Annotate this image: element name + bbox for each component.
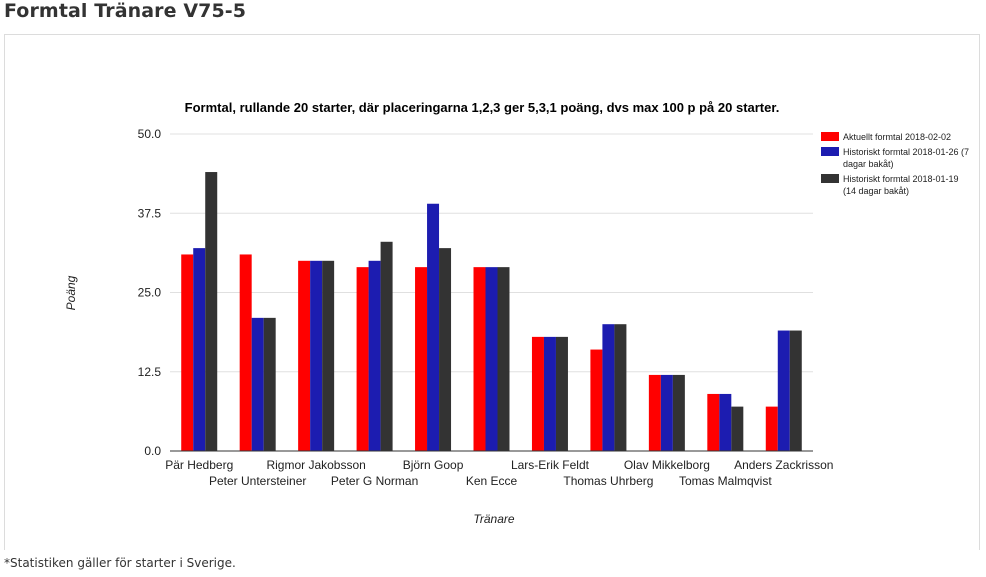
bar	[193, 248, 206, 451]
bar	[777, 330, 790, 451]
legend-label: Historiskt formtal 2018-01-19	[843, 174, 959, 184]
bar	[368, 260, 381, 451]
x-tick-label: Tomas Malmqvist	[679, 474, 772, 488]
y-tick-label: 12.5	[138, 365, 162, 379]
bar	[648, 374, 661, 451]
legend: Aktuellt formtal 2018-02-02 Historiskt fo…	[821, 132, 969, 196]
legend-label: (14 dagar bakåt)	[843, 186, 909, 196]
y-tick-label: 0.0	[144, 444, 161, 458]
x-tick-label: Anders Zackrisson	[734, 458, 833, 472]
bar	[555, 336, 568, 451]
legend-label: dagar bakåt)	[843, 159, 894, 169]
bar	[439, 248, 452, 451]
bar	[543, 336, 556, 451]
footnote: *Statistiken gäller för starter i Sverig…	[4, 556, 236, 570]
bar	[181, 254, 194, 451]
bar	[263, 317, 276, 451]
bar	[765, 406, 778, 451]
bar	[251, 317, 264, 451]
bar	[531, 336, 544, 451]
bar	[310, 260, 323, 451]
x-tick-label: Björn Goop	[403, 458, 464, 472]
bar	[719, 393, 732, 451]
bar	[298, 260, 311, 451]
x-tick-label: Pär Hedberg	[165, 458, 233, 472]
bar	[614, 324, 627, 451]
bar	[789, 330, 802, 451]
x-tick-label: Thomas Uhrberg	[563, 474, 653, 488]
bar	[707, 393, 720, 451]
x-tick-label: Peter Untersteiner	[209, 474, 306, 488]
bar	[660, 374, 673, 451]
legend-swatch	[821, 147, 839, 156]
legend-swatch	[821, 132, 839, 141]
bar	[485, 267, 498, 451]
page-title: Formtal Tränare V75-5	[4, 0, 247, 22]
bar	[731, 406, 744, 451]
chart-card: Formtal, rullande 20 starter, där placer…	[4, 34, 980, 550]
bar	[356, 267, 369, 451]
y-axis-label: Poäng	[64, 275, 78, 310]
bar	[672, 374, 685, 451]
bars	[181, 172, 802, 452]
bar	[602, 324, 615, 451]
axes: 0.0 12.5 25.0 37.5 50.0 Pär Hedberg Peter Unte…	[138, 127, 834, 488]
legend-swatch	[821, 174, 839, 183]
x-tick-label: Peter G Norman	[331, 474, 418, 488]
x-tick-label: Rigmor Jakobsson	[266, 458, 365, 472]
legend-label: Aktuellt formtal 2018-02-02	[843, 132, 951, 142]
y-tick-label: 37.5	[138, 206, 162, 220]
bar	[590, 349, 603, 451]
bar	[380, 241, 393, 451]
bar	[473, 267, 486, 451]
x-tick-label: Lars-Erik Feldt	[511, 458, 590, 472]
y-tick-label: 50.0	[138, 127, 162, 141]
bar	[205, 172, 218, 452]
x-tick-label: Ken Ecce	[466, 474, 518, 488]
bar	[322, 260, 335, 451]
x-tick-label: Olav Mikkelborg	[624, 458, 710, 472]
y-tick-label: 25.0	[138, 286, 162, 300]
bar	[239, 254, 252, 451]
legend-label: Historiskt formtal 2018-01-26 (7	[843, 147, 969, 157]
chart-title: Formtal, rullande 20 starter, där placer…	[185, 100, 780, 115]
bar-chart: Formtal, rullande 20 starter, där placer…	[64, 100, 969, 526]
x-axis-label: Tränare	[473, 512, 514, 526]
bar	[415, 267, 428, 451]
bar	[497, 267, 510, 451]
bar	[427, 203, 440, 451]
